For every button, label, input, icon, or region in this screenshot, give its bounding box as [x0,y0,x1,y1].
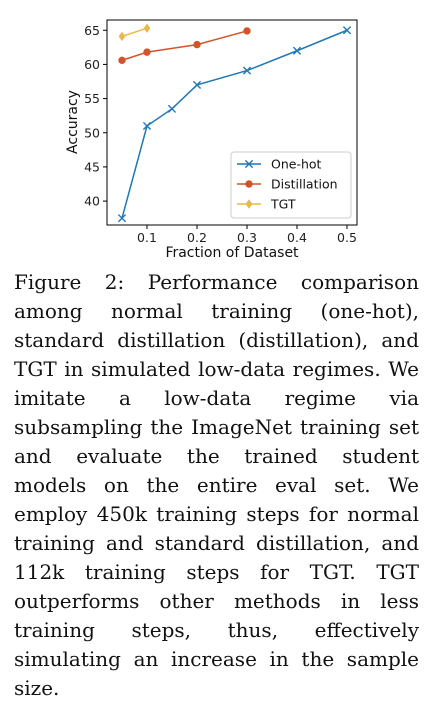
data-point [117,214,127,223]
line-chart: 0.1 0.2 0.3 0.4 0.5 40 45 50 55 60 65 One-hot Distil… [65,19,358,261]
series-line-distillation [121,30,248,62]
data-point [292,46,302,55]
y-tick-label: 40 [84,194,100,209]
y-tick-label: 55 [84,91,100,106]
x-tick-label: 0.1 [137,230,157,245]
legend-box [230,151,352,219]
data-point [143,23,151,33]
legend-marker [244,159,254,169]
data-point [243,27,251,35]
series-line-tgt [121,27,148,38]
data-point [143,48,151,56]
data-point [118,31,126,42]
chart: 0.1 0.2 0.3 0.4 0.5 40 45 50 55 60 65 One-hot Distil… [0,0,435,265]
x-tick-label: 0.2 [187,230,207,245]
y-tick-label: 65 [84,23,100,38]
x-tick-label: 0.5 [337,230,357,245]
figure-caption: Figure 2: Performance comparison among n… [14,270,419,700]
legend-label: One-hot [271,157,322,172]
legend-label: Distillation [271,177,338,192]
y-tick-label: 45 [84,159,100,174]
data-point [142,121,152,131]
y-tick-label: 60 [84,57,100,72]
legend-label: TGT [270,197,296,212]
y-axis-title: Accuracy [65,90,81,154]
legend-marker [245,180,253,188]
legend-marker [245,199,253,209]
data-point [192,80,202,90]
plot-frame [106,19,358,226]
data-point [118,56,126,65]
x-axis-title: Fraction of Dataset [165,245,299,261]
data-point [167,104,177,113]
data-point [242,66,252,75]
y-tick-label: 50 [84,125,100,140]
x-tick-label: 0.3 [237,230,257,245]
data-point [342,26,352,35]
data-point [193,40,201,49]
x-tick-label: 0.4 [287,230,307,245]
